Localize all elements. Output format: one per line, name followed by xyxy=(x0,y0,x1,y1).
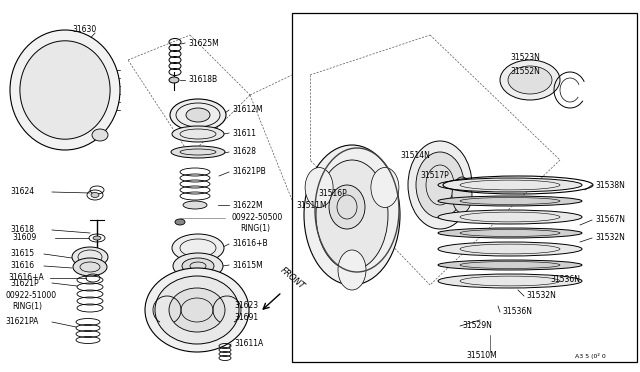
Text: 31517P: 31517P xyxy=(420,170,449,180)
Text: 31532N: 31532N xyxy=(595,234,625,243)
Text: 31552N: 31552N xyxy=(510,67,540,77)
Text: 31616+A: 31616+A xyxy=(8,273,44,282)
Text: 31536N: 31536N xyxy=(550,276,580,285)
Ellipse shape xyxy=(316,160,388,270)
Ellipse shape xyxy=(182,258,214,274)
Ellipse shape xyxy=(183,201,207,209)
Text: 31621P: 31621P xyxy=(10,279,38,288)
Text: 31616: 31616 xyxy=(10,262,34,270)
Text: 31623: 31623 xyxy=(234,301,258,310)
Text: 31630: 31630 xyxy=(72,26,96,35)
Text: 31612M: 31612M xyxy=(232,106,262,115)
Text: 31622M: 31622M xyxy=(232,201,262,209)
Bar xyxy=(292,13,637,362)
Ellipse shape xyxy=(175,219,185,225)
Ellipse shape xyxy=(91,192,99,198)
Ellipse shape xyxy=(438,242,582,256)
Ellipse shape xyxy=(304,145,400,285)
Ellipse shape xyxy=(305,167,333,208)
Ellipse shape xyxy=(171,146,225,158)
Text: 31609: 31609 xyxy=(12,234,36,243)
Text: RING(1): RING(1) xyxy=(12,301,42,311)
Ellipse shape xyxy=(155,276,239,344)
Text: 31624: 31624 xyxy=(10,187,34,196)
Text: 31516P: 31516P xyxy=(318,189,347,198)
Ellipse shape xyxy=(438,274,582,288)
Ellipse shape xyxy=(338,250,366,290)
Ellipse shape xyxy=(92,129,108,141)
Ellipse shape xyxy=(508,66,552,94)
Ellipse shape xyxy=(438,210,582,224)
Text: 31615: 31615 xyxy=(10,250,34,259)
Ellipse shape xyxy=(438,178,582,192)
Text: 31691: 31691 xyxy=(234,314,258,323)
Ellipse shape xyxy=(408,141,472,229)
Ellipse shape xyxy=(169,77,179,83)
Text: 31621PB: 31621PB xyxy=(232,167,266,176)
Text: 00922-50500: 00922-50500 xyxy=(232,214,284,222)
Text: 31529N: 31529N xyxy=(462,321,492,330)
Ellipse shape xyxy=(371,167,399,208)
Ellipse shape xyxy=(416,152,464,218)
Ellipse shape xyxy=(20,41,110,139)
Ellipse shape xyxy=(500,60,560,100)
Text: 31618: 31618 xyxy=(10,225,34,234)
Text: 31536N: 31536N xyxy=(502,308,532,317)
Ellipse shape xyxy=(186,108,210,122)
Text: 31628: 31628 xyxy=(232,148,256,157)
Text: 31514N: 31514N xyxy=(400,151,430,160)
Ellipse shape xyxy=(438,228,582,238)
Text: 31538N: 31538N xyxy=(595,180,625,189)
Text: 31510M: 31510M xyxy=(466,350,497,359)
Text: 31616+B: 31616+B xyxy=(232,240,268,248)
Ellipse shape xyxy=(169,288,225,332)
Text: 31615M: 31615M xyxy=(232,260,263,269)
Ellipse shape xyxy=(73,258,107,276)
Text: 31511M: 31511M xyxy=(296,201,326,209)
Ellipse shape xyxy=(172,234,224,262)
Text: RING(1): RING(1) xyxy=(240,224,270,234)
Ellipse shape xyxy=(329,185,365,229)
Ellipse shape xyxy=(93,236,101,240)
Text: 31611A: 31611A xyxy=(234,340,263,349)
Ellipse shape xyxy=(438,260,582,270)
Text: 31611: 31611 xyxy=(232,128,256,138)
Ellipse shape xyxy=(173,253,223,279)
Text: 31621PA: 31621PA xyxy=(5,317,38,327)
Text: 31618B: 31618B xyxy=(188,76,217,84)
Ellipse shape xyxy=(172,126,224,142)
Text: 31567N: 31567N xyxy=(595,215,625,224)
Text: A3 5 (0² 0: A3 5 (0² 0 xyxy=(575,353,605,359)
Text: 31523N: 31523N xyxy=(510,52,540,61)
Text: 31532N: 31532N xyxy=(526,292,556,301)
Ellipse shape xyxy=(170,99,226,131)
Text: FRONT: FRONT xyxy=(278,265,306,291)
Ellipse shape xyxy=(438,196,582,206)
Ellipse shape xyxy=(452,177,472,213)
Ellipse shape xyxy=(145,268,249,352)
Ellipse shape xyxy=(72,247,108,267)
Ellipse shape xyxy=(10,30,120,150)
Text: 31625M: 31625M xyxy=(188,38,219,48)
Text: 00922-51000: 00922-51000 xyxy=(5,291,56,299)
